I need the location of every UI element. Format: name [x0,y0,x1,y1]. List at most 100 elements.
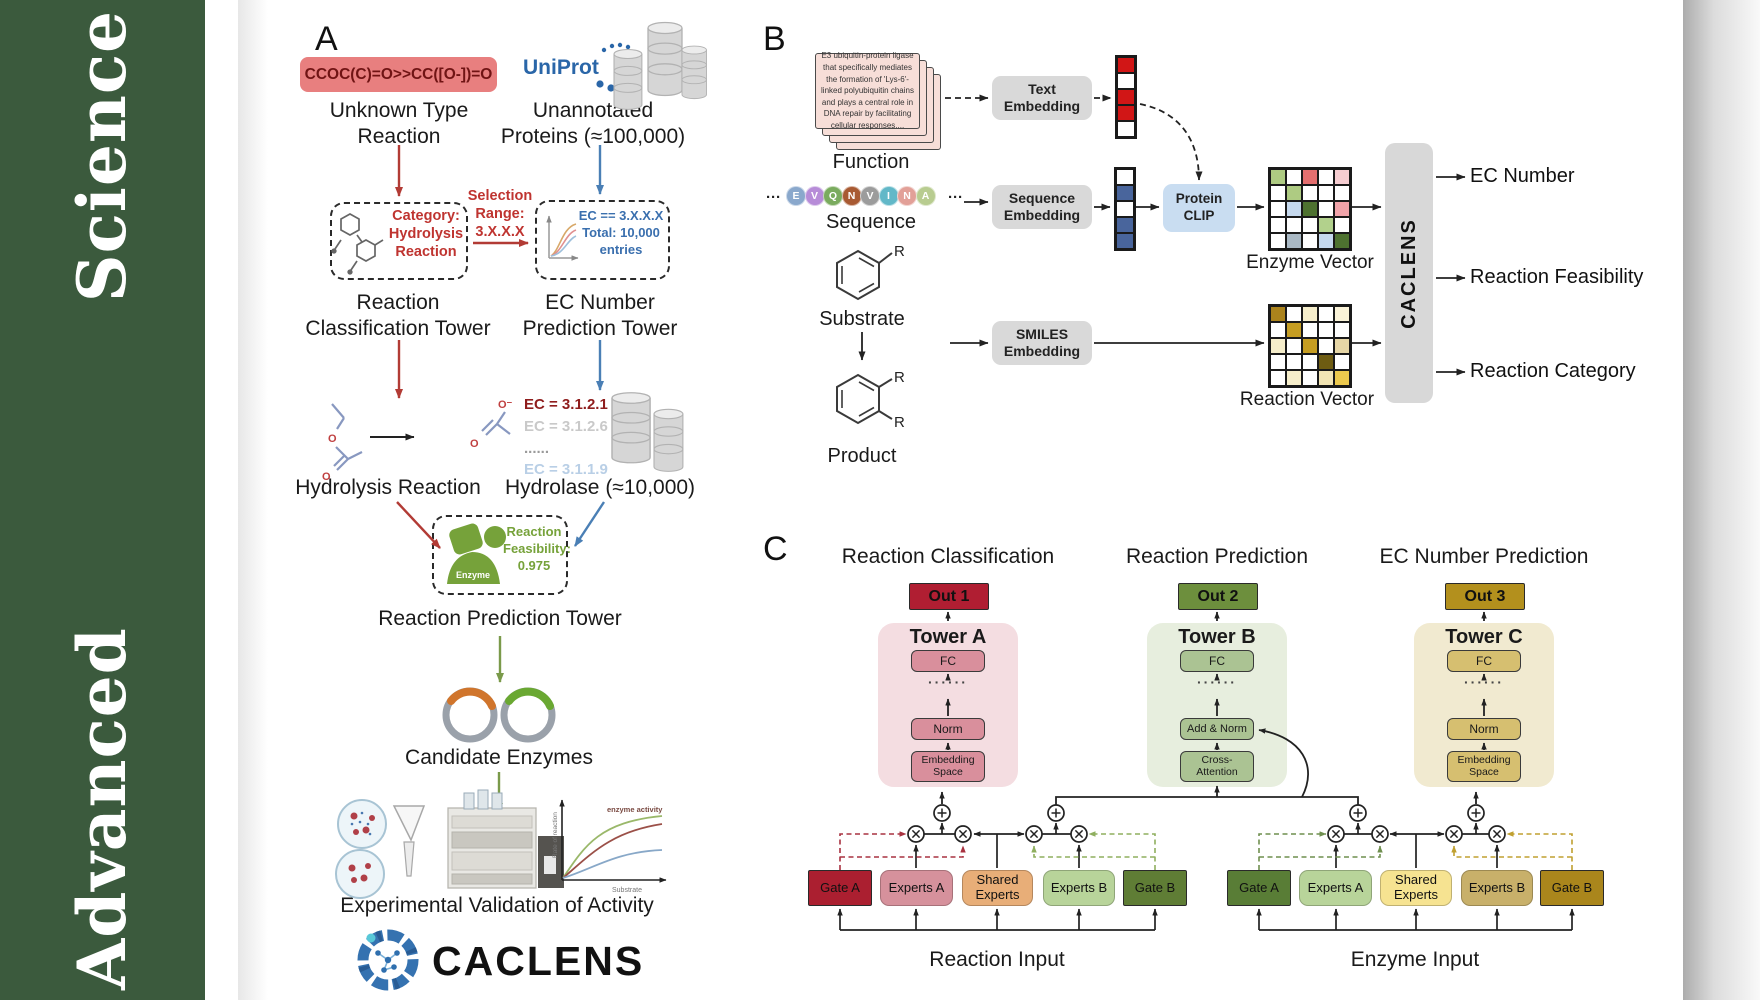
vector-cell [1270,370,1286,386]
product-molecule-icon: R R [836,369,905,431]
tower-b-fc: FC [1180,650,1254,672]
enzyme-gate-a-line2 [1259,845,1383,858]
residue-circle: E [786,186,806,206]
out2-box: Out 2 [1178,583,1258,610]
vector-cell [1334,306,1350,322]
product-r-label-1: R [894,369,905,386]
product-label: Product [827,445,897,467]
validation-label: Experimental Validation of Activity [340,894,654,917]
atom-o-3: O [470,438,479,450]
vector-cell [1318,370,1334,386]
tower-b-add-norm: Add & Norm [1180,718,1254,740]
reaction-gate-b: Gate B [1123,870,1187,906]
vector-cell [1116,233,1134,249]
residue-circle: Q [823,186,843,206]
reaction-experts-a: Experts A [880,870,953,906]
vector-cell [1117,57,1135,73]
ester-molecule-icon: O O [322,403,363,483]
vector-cell [1302,169,1318,185]
enzyme-experts-a: Experts A [1299,870,1372,906]
vector-cell [1302,306,1318,322]
hydrolase-label: Hydrolase (≈10,000) [504,476,696,499]
sequence-ellipsis-left: ··· [766,189,781,206]
journal-sidebar: Advanced Science [0,0,205,1000]
vector-cell [1334,338,1350,354]
heading-reaction-prediction: Reaction Prediction [1125,545,1309,568]
out3-box: Out 3 [1445,583,1525,610]
vector-cell [1318,306,1334,322]
enzyme-gate-a: Gate A [1227,870,1291,906]
panel-a-label: A [315,20,338,58]
cross-rail [1055,796,1359,805]
residue-circle: N [897,186,917,206]
caclens-fusion-bar: CACLENS [1385,143,1433,403]
tower-b-name: Tower B [1178,626,1256,648]
enzyme-gate-b: Gate B [1540,870,1604,906]
tower-a-norm: Norm [911,718,985,740]
vector-cell [1117,89,1135,105]
protein-database-icon [613,21,707,110]
enzyme-gate-a-line1 [1258,831,1327,870]
tower-b-cross-attention: Cross-Attention [1180,751,1254,782]
prediction-tower-label: Reaction Prediction Tower [378,607,622,630]
reaction-gate-a: Gate A [808,870,872,906]
plot-ylabel: Rate of reaction [552,812,559,858]
enzyme-experts-b: Experts B [1461,870,1533,906]
activity-plot-icon: enzyme activity Rate of reaction Substra… [552,799,667,894]
vector-cell [1334,233,1350,249]
selection-range-text: Selection Range: 3.X.X.X [467,188,533,241]
vector-cell [1270,306,1286,322]
vector-cell [1334,370,1350,386]
caclens-bar-label: CACLENS [1397,217,1420,329]
tower-c-embedding-space: Embedding Space [1447,751,1521,782]
petri-dish-icon [335,799,387,899]
vector-cell [1302,233,1318,249]
reaction-input-label: Reaction Input [929,948,1065,971]
smiles-reaction-box: CCOC(C)=O>>CC([O-])=O [300,57,497,92]
hydrolase-database-icon [611,391,684,472]
enzyme-vector-matrix [1268,167,1352,251]
pipette-icon [392,805,426,877]
tower-a-name: Tower A [909,626,987,648]
vector-cell [1270,169,1286,185]
acetate-molecule-icon: O⁻ O [470,399,513,450]
product-r-label-2: R [894,414,905,431]
page-edge-shadow-right [1683,0,1760,1000]
ec-candidate-list: EC = 3.1.2.1 EC = 3.1.2.6...... EC = 3.1.1… [524,394,614,481]
vector-cell [1286,338,1302,354]
reaction-gate-b-line2 [1031,845,1155,858]
reaction-vector-label: Reaction Vector [1239,389,1375,410]
vector-cell [1302,322,1318,338]
vector-cell [1286,201,1302,217]
multiplier-nodes [907,825,1506,843]
tower-a-fc: FC [911,650,985,672]
output-reaction-category: Reaction Category [1470,360,1636,382]
plasmid-icons [442,687,556,743]
heading-reaction-classification: Reaction Classification [841,545,1055,568]
vector-cell [1270,233,1286,249]
vector-cell [1318,169,1334,185]
vector-cell [1318,201,1334,217]
journal-title: Advanced Science [37,0,167,1000]
panel-b-label: B [763,20,786,58]
residue-circle: V [804,186,825,206]
ec-list-line: EC = 3.1.1.9 [524,461,608,479]
ec-tower-label: EC Number Prediction Tower [522,291,678,340]
tower-c-dots: ······ [1464,674,1504,690]
vector-cell [1302,217,1318,233]
vector-cell [1318,185,1334,201]
unknown-reaction-label: Unknown Type Reaction [329,99,469,148]
unannotated-proteins-label: Unannotated Proteins (≈100,000) [500,99,686,148]
tower-c-fc: FC [1447,650,1521,672]
ec-filter-line1: EC == 3.X.X.X [578,208,664,223]
vector-cell [1116,201,1134,217]
text-embedding-vector [1115,55,1137,139]
ec-list-line: EC = 3.1.2.6 [524,417,608,435]
ec-list-line: EC = 3.1.2.1 [524,396,608,413]
substrate-label: Substrate [819,308,905,330]
plot-annotation: enzyme activity [607,805,663,814]
vector-cell [1318,338,1334,354]
vector-cell [1334,322,1350,338]
vector-cell [1302,201,1318,217]
vector-cell [1334,201,1350,217]
